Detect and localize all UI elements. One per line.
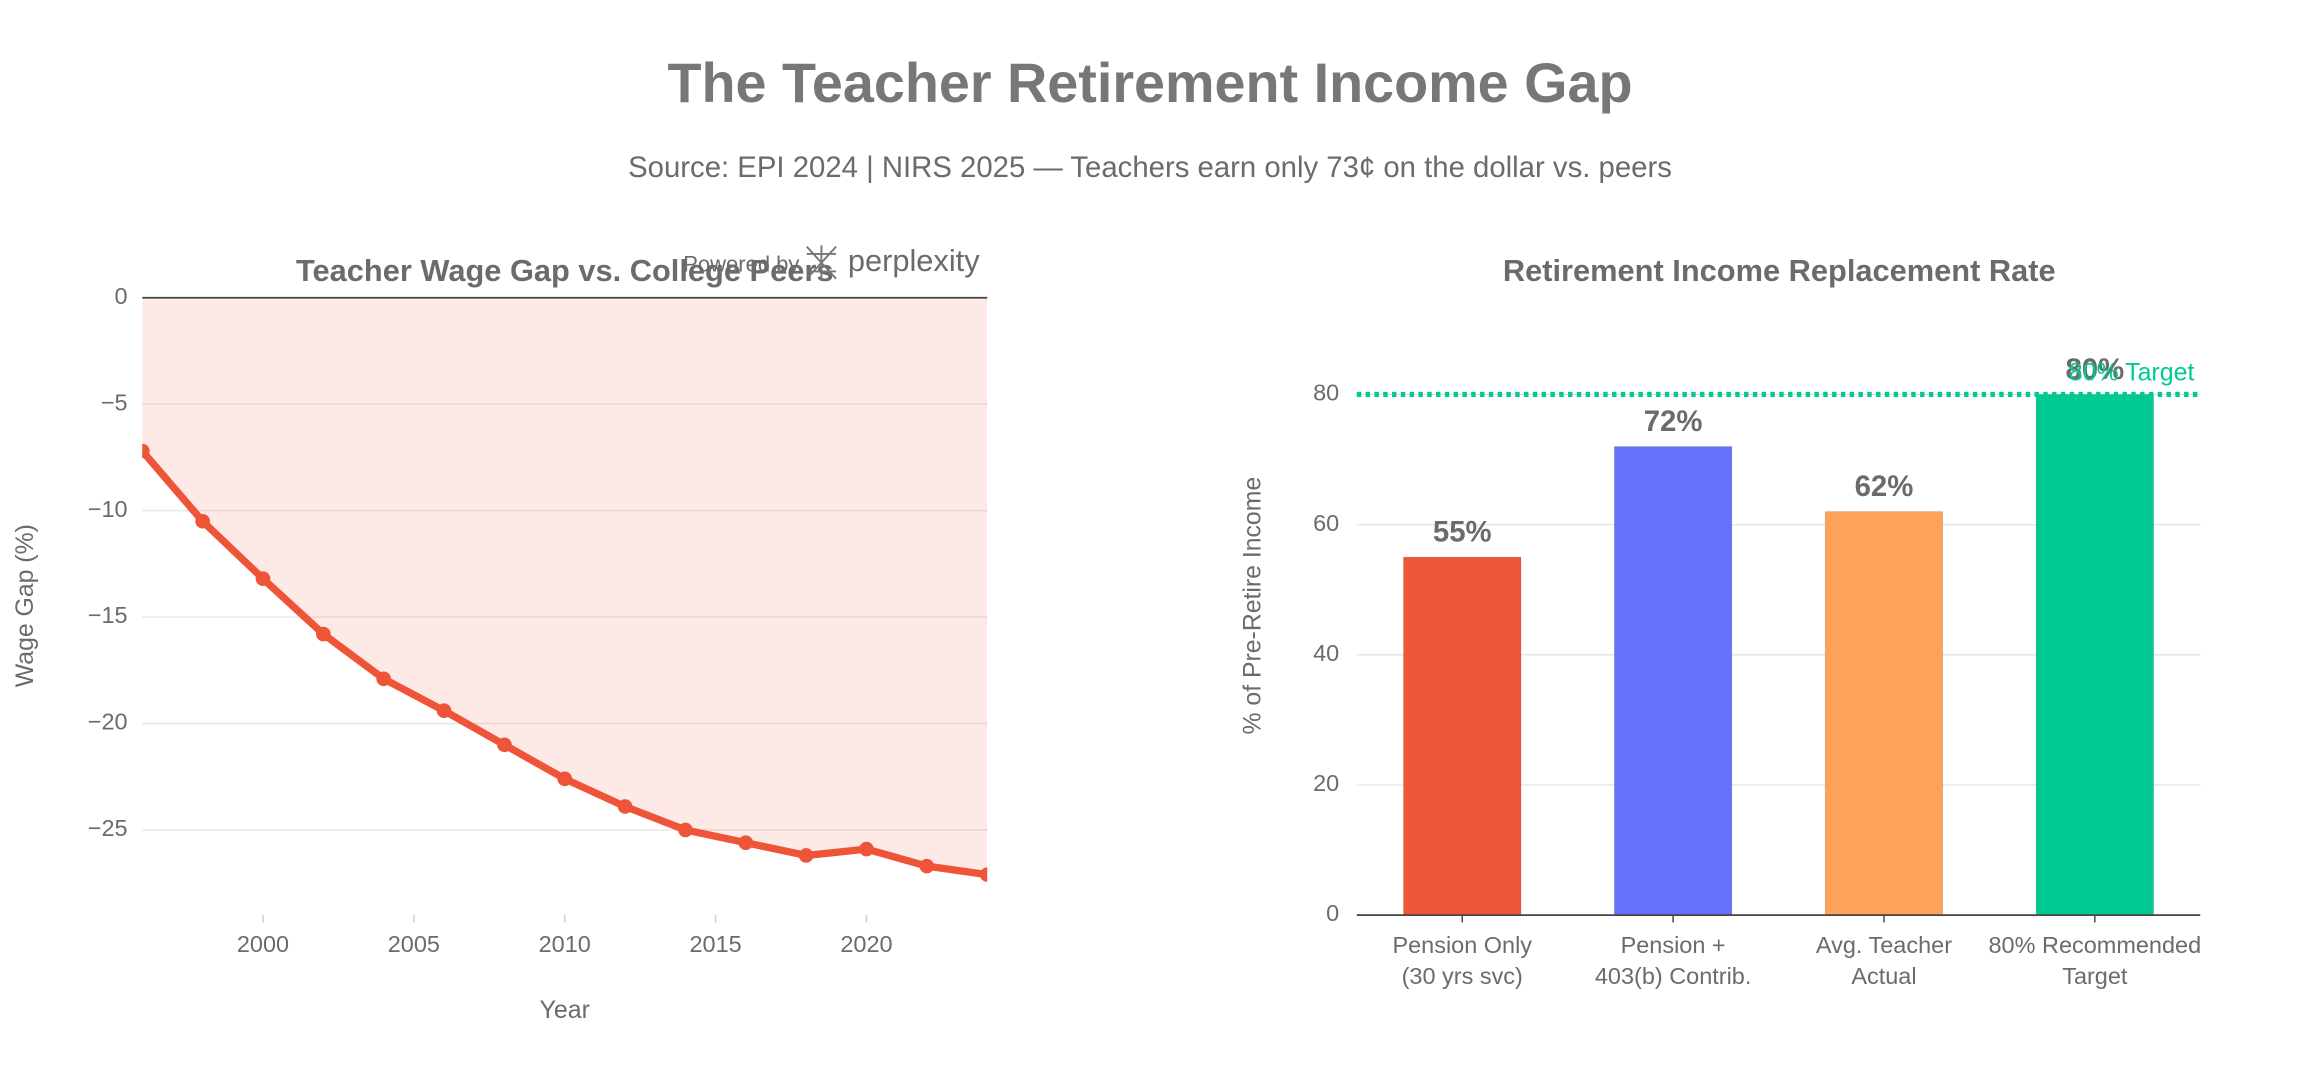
watermark-prefix: Powered by: [683, 251, 799, 276]
watermark-icon-shape: [806, 245, 837, 281]
bar: [1403, 556, 1522, 916]
x-tick-label: 2015: [690, 931, 742, 957]
x-axis-title: Year: [540, 996, 590, 1024]
x-tick-label-line: Pension Only: [1392, 932, 1532, 958]
x-tick-label-line: 403(b) Contrib.: [1595, 963, 1752, 989]
line-marker: [497, 737, 512, 753]
target-annotation: 80% Target: [2069, 359, 2195, 387]
page-subtitle: Source: EPI 2024 | NIRS 2025 — Teachers …: [628, 152, 1672, 184]
x-tick-label: Avg. Teacher Actual: [1816, 932, 1952, 989]
bar-value-label: 80%: [2065, 354, 2124, 386]
line-marker: [919, 858, 935, 874]
page-title: The Teacher Retirement Income Gap: [667, 52, 1632, 114]
line-marker: [617, 799, 633, 814]
line-marker: [436, 703, 452, 719]
x-tick-label: 2010: [539, 931, 591, 957]
line-marker: [142, 443, 150, 459]
chart-title: Retirement Income Replacement Rate: [1503, 253, 2056, 288]
line-marker: [678, 822, 693, 838]
watermark-brand: perplexity: [848, 243, 980, 278]
y-tick-label: 80: [1313, 380, 1339, 406]
x-tick-label: 2020: [840, 931, 892, 957]
bar-value-label: 55%: [1433, 517, 1492, 549]
y-tick-label: 0: [115, 283, 128, 309]
x-tick-label-line: Pension +: [1621, 932, 1726, 958]
line-marker: [557, 771, 573, 787]
x-tick-label: 2005: [388, 931, 440, 957]
line-marker: [798, 848, 814, 863]
x-tick-label: Pension Only (30 yrs svc): [1392, 932, 1532, 989]
y-tick-label: 0: [1326, 900, 1339, 926]
x-tick-label-line: 80% Recommended: [1989, 932, 2202, 958]
bar: [1614, 446, 1733, 916]
y-tick-label: −20: [88, 709, 128, 735]
line-marker: [376, 671, 392, 687]
bar: [1824, 511, 1944, 916]
line-marker: [859, 841, 874, 857]
plot-area: [142, 297, 988, 882]
line-marker: [979, 867, 988, 882]
line-marker: [195, 513, 210, 529]
bar-value-label: 72%: [1644, 406, 1703, 438]
x-tick-label-line: Avg. Teacher: [1816, 932, 1952, 958]
x-tick-label: 80% Recommended Target: [1989, 932, 2202, 989]
area-fill: [142, 297, 988, 875]
line-marker: [738, 835, 754, 850]
y-axis-title: Wage Gap (%): [11, 524, 39, 687]
x-tick-label-line: (30 yrs svc): [1402, 963, 1523, 989]
x-tick-label: Pension + 403(b) Contrib.: [1595, 932, 1752, 989]
x-tick-label-line: Target: [2062, 963, 2128, 989]
y-tick-label: 40: [1313, 640, 1339, 666]
x-tick-label-line: Actual: [1851, 963, 1916, 989]
y-tick-label: −15: [88, 602, 128, 628]
bar: [2035, 394, 2154, 916]
line-marker: [315, 626, 331, 642]
y-axis-title: % of Pre-Retire Income: [1239, 477, 1267, 735]
watermark-icon: [806, 245, 837, 281]
x-tick-label: 2000: [237, 931, 289, 957]
y-tick-label: −10: [88, 496, 128, 522]
y-tick-label: −5: [101, 389, 128, 415]
line-marker: [255, 571, 271, 587]
bar-value-label: 62%: [1855, 471, 1914, 503]
chart-title: Teacher Wage Gap vs. College Peers: [296, 253, 833, 288]
y-tick-label: 60: [1313, 510, 1339, 536]
y-tick-label: −25: [88, 815, 128, 841]
y-tick-label: 20: [1313, 770, 1339, 796]
